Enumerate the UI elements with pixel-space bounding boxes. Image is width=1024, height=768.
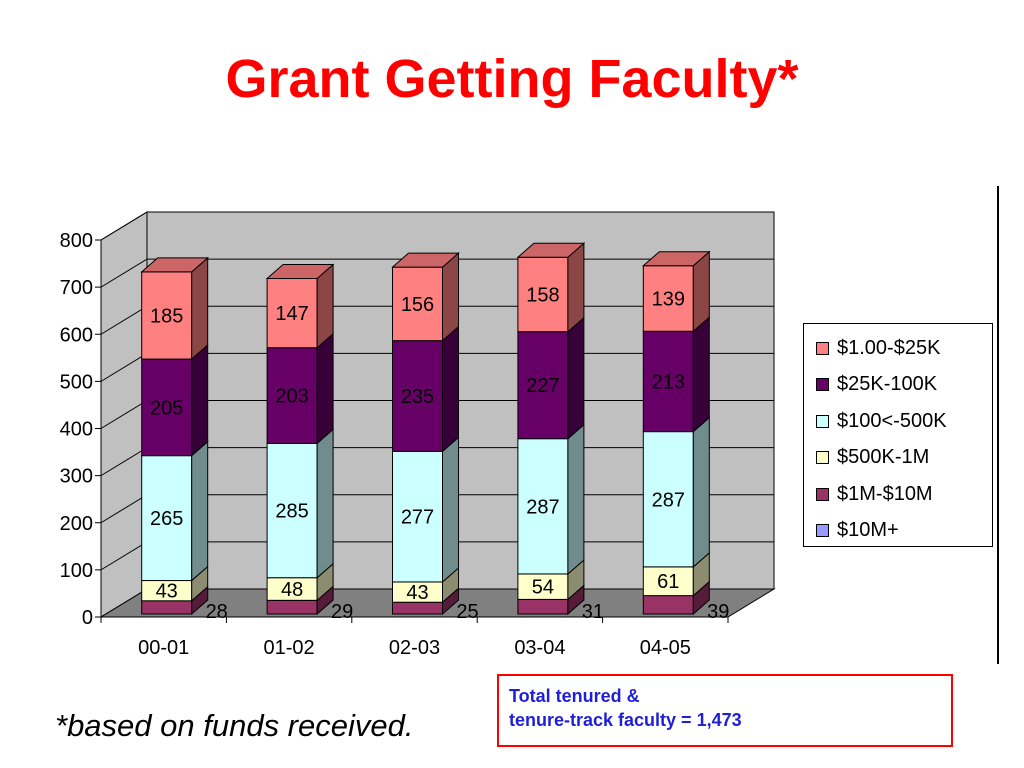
data-label: 61 <box>657 571 679 593</box>
data-label: 25 <box>456 601 478 623</box>
bar-segment <box>517 438 569 575</box>
bar-top-face <box>265 263 335 279</box>
legend-swatch <box>816 524 829 538</box>
data-label: 287 <box>526 496 559 518</box>
data-label: 147 <box>275 303 308 325</box>
bar-segment-side <box>191 440 209 582</box>
bar-segment-side <box>191 256 209 361</box>
bar-segment <box>266 599 318 615</box>
bar-segment-side <box>316 428 334 579</box>
data-label: 235 <box>401 386 434 408</box>
data-label: 48 <box>281 579 303 601</box>
data-label: 54 <box>532 577 554 599</box>
bar-segment <box>392 340 443 452</box>
footnote: *based on funds received. <box>55 708 414 743</box>
data-label: 205 <box>150 397 183 419</box>
data-label: 265 <box>150 508 183 530</box>
bar-segment-side <box>692 316 710 433</box>
data-label: 43 <box>156 581 178 603</box>
data-label: 185 <box>150 305 183 327</box>
legend-item: $1M-$10M <box>816 476 992 513</box>
bar-segment <box>141 271 193 360</box>
divider-line <box>997 186 999 664</box>
bar-segment-side <box>442 436 459 584</box>
y-tick-label: 400 <box>60 419 93 441</box>
data-label: 287 <box>652 489 685 511</box>
legend-label: $500K-1M <box>837 446 930 469</box>
bar-segment <box>642 595 694 615</box>
legend-label: $100<-500K <box>837 409 947 432</box>
legend-label: $25K-100K <box>837 373 938 396</box>
data-label: 31 <box>582 601 604 623</box>
legend-item: $100<-500K <box>816 403 992 440</box>
bar-segment-side <box>191 343 209 457</box>
bar-segment <box>141 358 193 457</box>
legend-label: $1.00-$25K <box>837 336 941 359</box>
legend-item: $10M+ <box>816 513 992 550</box>
bar-segment-side <box>442 252 459 342</box>
data-label: 39 <box>707 601 729 623</box>
slide-title: Grant Getting Faculty* <box>225 49 799 109</box>
bar-segment <box>141 600 193 615</box>
legend-item: $500K-1M <box>816 440 992 477</box>
total-faculty-line-2: tenure-track faculty = 1,473 <box>509 710 742 730</box>
x-tick-label: 00-01 <box>138 637 189 659</box>
data-label: 156 <box>401 294 434 316</box>
y-tick-label: 800 <box>60 230 93 252</box>
data-label: 203 <box>275 386 308 408</box>
bar-segment-side <box>692 416 710 568</box>
bar-segment <box>517 331 569 440</box>
x-tick-label: 02-03 <box>389 637 440 659</box>
y-tick-label: 700 <box>60 277 93 299</box>
legend-item: $1.00-$25K <box>816 330 992 367</box>
y-tick-label: 300 <box>60 466 93 488</box>
data-label: 28 <box>206 601 228 623</box>
bar-top-face <box>391 252 460 268</box>
data-label: 158 <box>526 284 559 306</box>
bar-segment-side <box>567 242 585 333</box>
bar-top-face <box>516 242 586 258</box>
x-tick-label: 01-02 <box>264 637 315 659</box>
bar-segment <box>517 573 569 600</box>
data-label: 43 <box>406 582 428 604</box>
data-label: 227 <box>526 375 559 397</box>
y-tick-label: 0 <box>82 607 93 629</box>
data-label: 139 <box>652 288 685 310</box>
legend-swatch <box>816 341 829 355</box>
legend-swatch <box>816 378 829 392</box>
total-faculty-line-1: Total tenured & <box>509 686 640 706</box>
legend-item: $25K-100K <box>816 367 992 404</box>
bar-segment-side <box>442 325 459 453</box>
bar-segment-side <box>567 423 585 576</box>
total-faculty-box: Total tenured & tenure-track faculty = 1… <box>497 674 953 747</box>
bar-segment-side <box>316 332 334 445</box>
y-tick-label: 600 <box>60 324 93 346</box>
legend-swatch <box>816 414 829 428</box>
legend-label: $10M+ <box>837 519 899 542</box>
gridline <box>100 211 774 241</box>
bar-segment-side <box>567 316 585 440</box>
bar-segment <box>517 598 569 615</box>
data-label: 29 <box>331 601 353 623</box>
legend-swatch <box>816 487 829 501</box>
bar-top-face <box>641 251 711 267</box>
y-tick-label: 200 <box>60 513 93 535</box>
bar-top-face <box>140 257 210 273</box>
legend-label: $1M-$10M <box>837 482 933 505</box>
x-tick-label: 03-04 <box>514 637 565 659</box>
data-label: 277 <box>401 507 434 529</box>
bar-segment <box>266 442 318 579</box>
data-label: 285 <box>275 501 308 523</box>
bar-segment <box>642 330 694 433</box>
chart-legend: $1.00-$25K $25K-100K $100<-500K $500K-1M… <box>803 323 993 547</box>
legend-swatch <box>816 451 829 465</box>
y-tick-label: 500 <box>60 371 93 393</box>
y-tick-label: 100 <box>60 560 93 582</box>
x-tick-label: 04-05 <box>640 637 691 659</box>
bar-segment <box>642 431 694 568</box>
data-label: 213 <box>652 371 685 393</box>
bar-segment <box>266 277 318 349</box>
